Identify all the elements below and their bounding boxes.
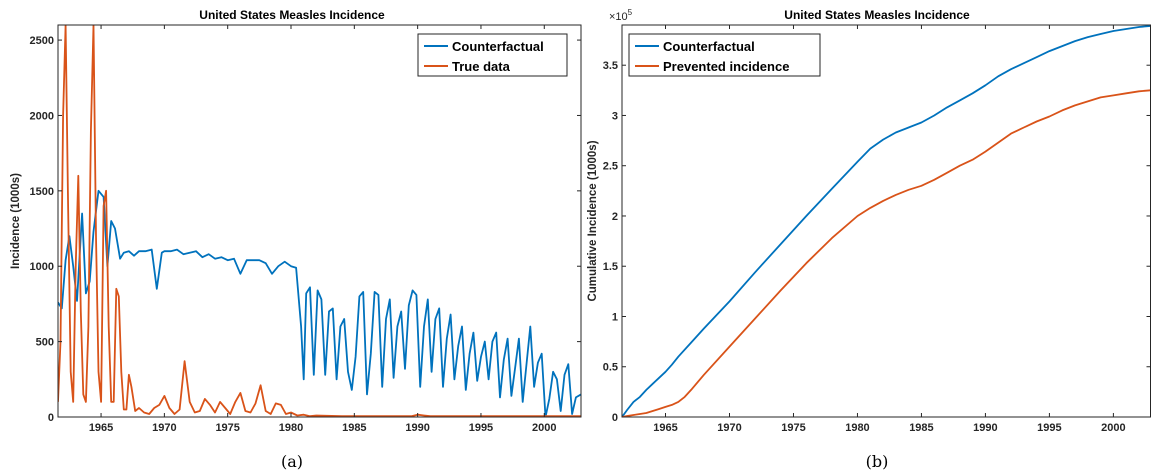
panel-b-x-tick-label: 1980 <box>845 422 869 434</box>
panel-b-x-tick-label: 1975 <box>781 422 805 434</box>
panel-b-x-tick-label: 1965 <box>653 422 677 434</box>
panel-a-chart: United States Measles Incidence 1965 1970… <box>10 8 582 471</box>
panel-a-x-tick-label: 1975 <box>215 422 239 434</box>
panel-b-y-tick-label: 1.5 <box>603 261 618 273</box>
panel-b-x-tick-label: 1995 <box>1037 422 1061 434</box>
legend-entry-prevented-incidence: Prevented incidence <box>663 59 789 74</box>
panel-b-legend: Counterfactual Prevented incidence <box>628 33 821 77</box>
panel-b-y-tick-label: 2 <box>612 211 618 223</box>
panel-b-axes-box <box>621 24 1151 418</box>
panel-b-y-tick-label: 3.5 <box>603 60 618 72</box>
panel-a-y-tick-label: 500 <box>36 337 54 349</box>
panel-b-plot-area: 1965 1970 1975 1980 1985 1990 1995 2000 0 0.5 1 1.5… <box>603 24 1151 434</box>
panel-b-y-tick-label: 2.5 <box>603 161 618 173</box>
panel-a-plot-area: 1965 1970 1975 1980 1985 1990 1995 2000 0 500 1000… <box>30 24 582 434</box>
panel-b-y-axis-label: Cumulative Incidence (1000s) <box>587 140 599 301</box>
panel-a-caption: (a) <box>281 452 303 471</box>
panel-a-y-tick-label: 0 <box>48 412 54 424</box>
panel-a-x-tick-label: 1995 <box>469 422 493 434</box>
panel-a-series-line-counterfactual <box>58 189 581 417</box>
panel-b-caption: (b) <box>866 452 889 471</box>
panel-a-x-tick-label: 2000 <box>532 422 556 434</box>
panel-a-axes-box <box>57 24 582 418</box>
panel-a-x-tick-label: 1965 <box>89 422 113 434</box>
panel-a-legend: Counterfactual True data <box>417 33 568 77</box>
panel-b-x-tick-label: 1970 <box>717 422 741 434</box>
panel-b-series-group <box>622 25 1151 417</box>
legend-entry-counterfactual: Counterfactual <box>663 39 755 54</box>
panel-b-x-tick-label: 1985 <box>909 422 933 434</box>
legend-entry-counterfactual: Counterfactual <box>452 39 544 54</box>
panel-b-y-tick-label: 0.5 <box>603 362 618 374</box>
panel-a-x-tick-label: 1990 <box>405 422 429 434</box>
panel-a-y-axis-label: Incidence (1000s) <box>10 173 22 269</box>
panel-a-series-group <box>58 25 581 417</box>
panel-b-series-line-counterfactual <box>622 25 1151 417</box>
panel-a-series-line-true-data <box>58 25 581 417</box>
panel-b-y-tick-label: 3 <box>612 110 618 122</box>
panel-a-x-tick-label: 1985 <box>342 422 366 434</box>
panel-b-x-tick-label: 1990 <box>973 422 997 434</box>
panel-a-y-tick-label: 1000 <box>30 261 54 273</box>
panel-b-y-exponent: ×105 <box>609 8 633 23</box>
panel-b-x-tick-label: 2000 <box>1101 422 1125 434</box>
panel-b-chart: United States Measles Incidence 1965 1970… <box>587 8 1151 471</box>
panel-a-title: United States Measles Incidence <box>199 8 385 22</box>
panel-a-x-tick-label: 1970 <box>152 422 176 434</box>
panel-b-series-line-prevented-incidence <box>622 89 1151 417</box>
panel-a-y-tick-label: 2500 <box>30 35 54 47</box>
legend-entry-true-data: True data <box>452 59 511 74</box>
panel-a-y-tick-label: 1500 <box>30 186 54 198</box>
panel-b-y-tick-label: 0 <box>612 412 618 424</box>
panel-b-y-tick-label: 1 <box>612 311 618 323</box>
panel-b-title: United States Measles Incidence <box>784 8 970 22</box>
panel-a-x-tick-label: 1980 <box>279 422 303 434</box>
panel-a-y-tick-label: 2000 <box>30 110 54 122</box>
